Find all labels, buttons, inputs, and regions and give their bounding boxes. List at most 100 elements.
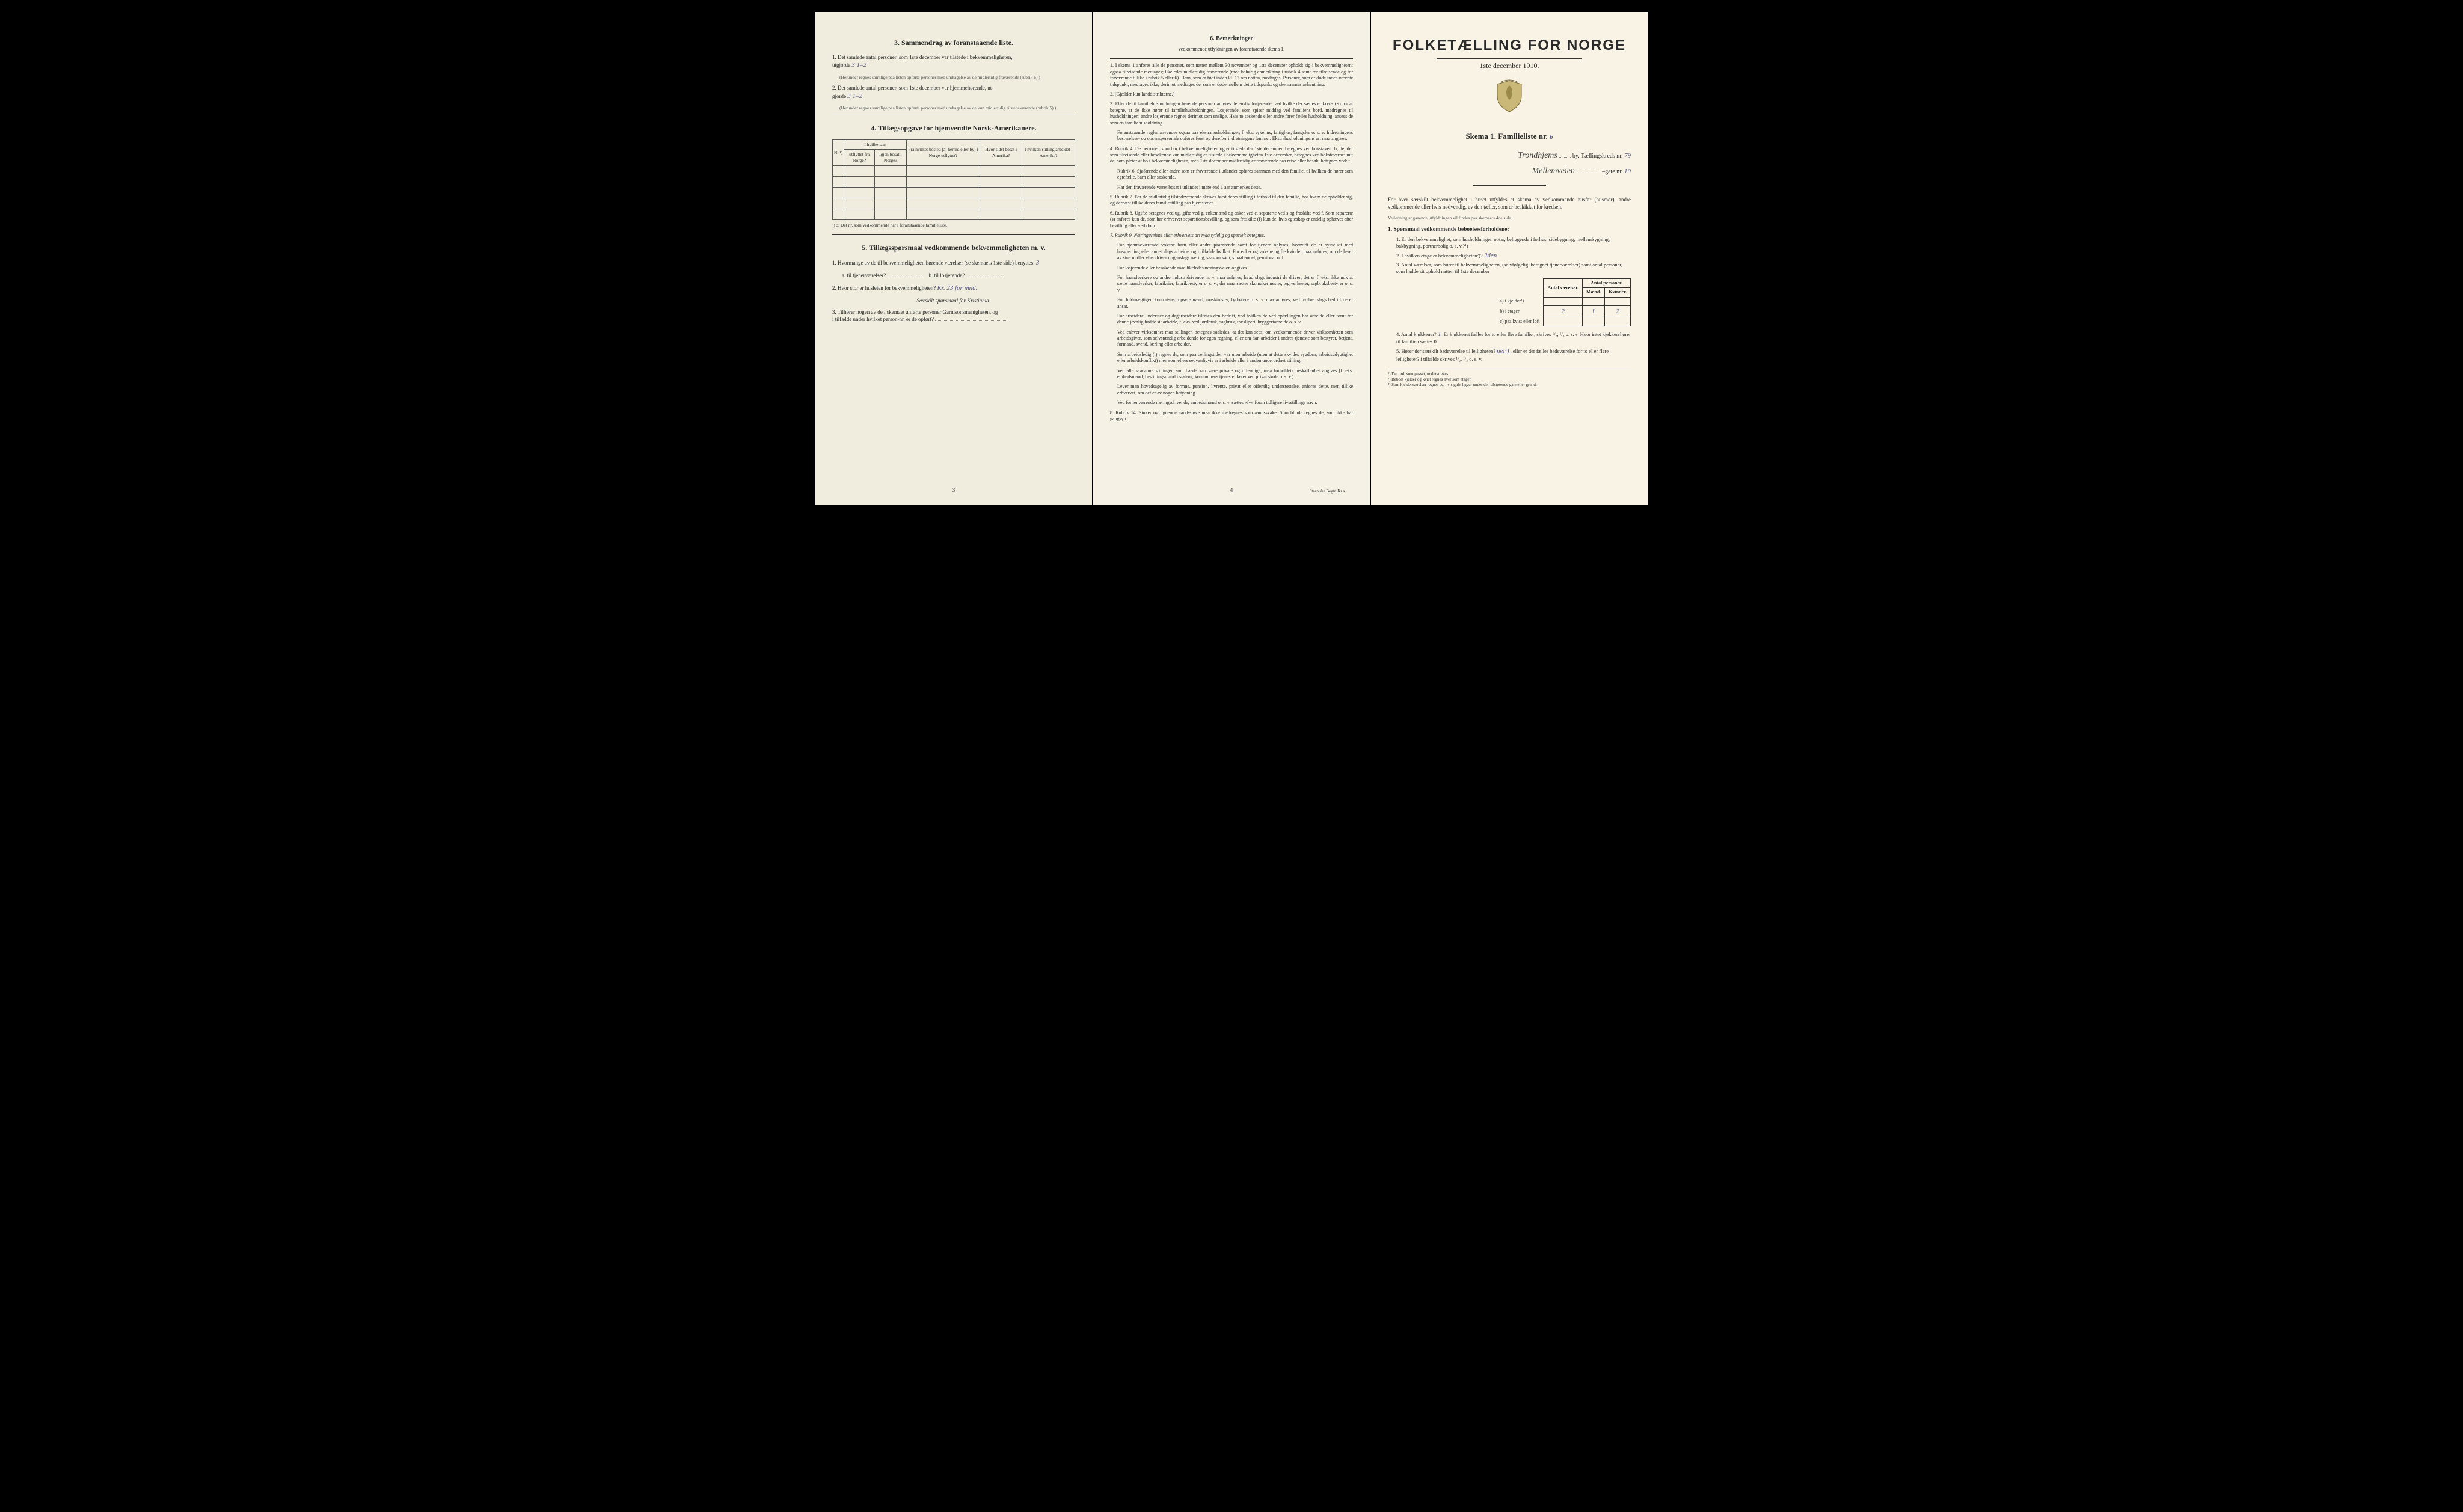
- th-back: Igjen bosat i Norge?: [875, 150, 906, 166]
- s4-footnote: ¹) ɔ: Det nr. som vedkommende har i fora…: [832, 222, 1075, 228]
- section-3-title: 3. Sammendrag av foranstaaende liste.: [832, 38, 1075, 48]
- s3-item1-hand: 3 1–2: [851, 61, 866, 69]
- s3-item1: 1. Det samlede antal personer, som 1ste …: [832, 54, 1075, 70]
- page-3: 3. Sammendrag av foranstaaende liste. 1.…: [815, 12, 1092, 505]
- s3-item2b: gjorde: [832, 93, 846, 99]
- table-amerikanere: Nr.¹) I hvilket aar Fra hvilket bosted (…: [832, 139, 1075, 220]
- skema-hand: 6: [1550, 133, 1553, 141]
- s5-q2-text: 2. Hvor stor er husleien for bekvemmelig…: [832, 285, 936, 291]
- th-work: I hvilken stilling arbeidet i Amerika?: [1022, 139, 1075, 165]
- q1-5-hand: nei¹): [1497, 347, 1509, 355]
- s3-item2-hand: 3 1–2: [847, 93, 862, 100]
- s5-q1ab: a. til tjenerværelser? b. til losjerende…: [842, 272, 1075, 280]
- rem-4b: Rubrik 6. Sjøfarende eller andre som er …: [1117, 168, 1353, 181]
- row-b-m: 1: [1583, 306, 1605, 317]
- q1-1: 1. Er den bekvemmelighet, som husholdnin…: [1396, 236, 1631, 249]
- rem-7f: For arbeidere, inderster og dagarbeidere…: [1117, 313, 1353, 326]
- rem-7i: Ved alle saadanne stillinger, som baade …: [1117, 368, 1353, 381]
- s3-item1-text: 1. Det samlede antal personer, som 1ste …: [832, 54, 1013, 60]
- rem-3a: 3. Efter de til familiehusholdningen hør…: [1110, 101, 1353, 126]
- row-a-label: a) i kjelder³): [1496, 297, 1544, 305]
- rem-7k: Ved forhenværende næringsdrivende, embed…: [1117, 400, 1353, 406]
- section-4-title: 4. Tillægsopgave for hjemvendte Norsk-Am…: [832, 124, 1075, 133]
- s5-q2-hand: Kr. 23 for mnd.: [937, 284, 977, 292]
- section-6-subtitle: vedkommende utfyldningen av foranstaaend…: [1110, 46, 1353, 52]
- intro-sub: Veiledning angaaende utfyldningen vil fi…: [1388, 215, 1631, 221]
- th-k: Kvinder.: [1605, 288, 1631, 297]
- page-title: FOLKETÆLLING FOR NORGE 1ste december 191…: [1371, 12, 1648, 505]
- s5-q1a: a. til tjenerværelser?: [842, 272, 886, 278]
- row-b-label: b) i etager: [1496, 306, 1544, 317]
- rem-7b: For hjemmeværende voksne barn eller andr…: [1117, 242, 1353, 261]
- th-m: Mænd.: [1583, 288, 1605, 297]
- bottom-notes: ¹) Det ord, som passer, understrekes. ²)…: [1388, 369, 1631, 388]
- row-b-k: 2: [1605, 306, 1631, 317]
- coat-of-arms-icon: [1388, 79, 1631, 121]
- page-num-4: 4: [1230, 487, 1233, 494]
- row-b-rooms: 2: [1544, 306, 1583, 317]
- th-where: Fra hvilket bosted (ɔ: herred eller by) …: [906, 139, 980, 165]
- rem-7g: Ved enhver virksomhet maa stillingen bet…: [1117, 329, 1353, 348]
- gate-nr-hand: 10: [1624, 168, 1631, 175]
- s5-q1b: b. til losjerende?: [928, 272, 965, 278]
- page-num-3: 3: [952, 487, 955, 494]
- s5-q3-text: 3. Tilhører nogen av de i skemaet anført…: [832, 309, 998, 315]
- rem-7c: For losjerende eller besøkende maa likel…: [1117, 265, 1353, 271]
- q1-2: 2. I hvilken etage er bekvemmeligheten²)…: [1396, 251, 1631, 260]
- main-title: FOLKETÆLLING FOR NORGE: [1388, 36, 1631, 55]
- s5-q2: 2. Hvor stor er husleien for bekvemmelig…: [832, 284, 1075, 292]
- section-6-title: 6. Bemerkninger: [1110, 35, 1353, 43]
- s3-item1b: utgjorde: [832, 62, 850, 68]
- s5-q1: 1. Hvormange av de til bekvemmeligheten …: [832, 259, 1075, 267]
- th-when: I hvilket aar: [844, 139, 906, 150]
- rem-7a: 7. Rubrik 9. Næringsveiens eller erhverv…: [1110, 233, 1353, 239]
- kreds-hand: 79: [1624, 152, 1631, 159]
- gate-label: –gate nr.: [1602, 168, 1622, 175]
- q1-4-text: 4. Antal kjøkkener?: [1396, 331, 1437, 337]
- s5-q3b: i tilfælde under hvilket person-nr. er d…: [832, 316, 934, 322]
- note-2: ²) Beboet kjelder og kvist regnes hver s…: [1388, 377, 1631, 382]
- rooms-table: Antal værelser. Antal personer. Mænd. Kv…: [1496, 278, 1631, 326]
- rem-3b: Foranstaaende regler anvendes ogsaa paa …: [1117, 130, 1353, 142]
- by-line: Trondhjems by. Tællingskreds nr. 79: [1388, 150, 1631, 161]
- q1-5-text: 5. Hører der særskilt badeværelse til le…: [1396, 348, 1495, 354]
- intro-text: For hver særskilt bekvemmelighet i huset…: [1388, 197, 1631, 210]
- skema-line: Skema 1. Familieliste nr. 6: [1388, 132, 1631, 142]
- th-out: utflyttet fra Norge?: [844, 150, 875, 166]
- section-5-title: 5. Tillægsspørsmaal vedkommende bekvemme…: [832, 243, 1075, 253]
- s5-q3: 3. Tilhører nogen av de i skemaet anført…: [832, 309, 1075, 323]
- census-date: 1ste december 1910.: [1388, 61, 1631, 71]
- q1-2-text: 2. I hvilken etage er bekvemmeligheten²)…: [1396, 253, 1483, 259]
- s3-item2-fine: (Herunder regnes samtlige paa listen opf…: [839, 105, 1075, 111]
- note-3: ³) Som kjelderværelser regnes de, hvis g…: [1388, 382, 1631, 388]
- printer-credit: Steen'ske Bogtr. Kr.a.: [1309, 489, 1346, 494]
- q1-4-hand: 1: [1438, 331, 1441, 338]
- q1-heading: 1. Spørsmaal vedkommende beboelsesforhol…: [1388, 226, 1631, 233]
- rem-6: 6. Rubrik 8. Ugifte betegnes ved ug, gif…: [1110, 210, 1353, 229]
- note-1: ¹) Det ord, som passer, understrekes.: [1388, 372, 1631, 377]
- q1-2-hand: 2den: [1484, 252, 1497, 259]
- q1-5: 5. Hører der særskilt badeværelse til le…: [1396, 347, 1631, 362]
- document-spread: 3. Sammendrag av foranstaaende liste. 1.…: [815, 12, 1648, 505]
- s3-item1-fine: (Herunder regnes samtlige paa listen opf…: [839, 75, 1075, 81]
- rem-7j: Lever man hovedsagelig av formue, pensio…: [1117, 384, 1353, 396]
- rem-4c: Har den fraværende været bosat i utlande…: [1117, 185, 1353, 191]
- gate-street-hand: Mellemveien: [1532, 167, 1575, 176]
- th-nr: Nr.¹): [833, 139, 844, 165]
- rem-4a: 4. Rubrik 4. De personer, som bor i bekv…: [1110, 146, 1353, 165]
- th-persons: Antal personer.: [1583, 279, 1631, 288]
- by-hand: Trondhjems: [1518, 151, 1557, 160]
- th-since: Hvor sidst bosat i Amerika?: [980, 139, 1022, 165]
- row-c-label: c) paa kvist eller loft: [1496, 317, 1544, 326]
- s5-q2-sub: Særskilt spørsmaal for Kristiania:: [832, 298, 1075, 305]
- q1-4: 4. Antal kjøkkener? 1 Er kjøkkenet fælle…: [1396, 330, 1631, 345]
- s3-item2-text: 2. Det samlede antal personer, som 1ste …: [832, 85, 993, 91]
- th-rooms: Antal værelser.: [1544, 279, 1583, 298]
- rem-7d: For haandverkere og andre industridriven…: [1117, 275, 1353, 293]
- s5-q1-text: 1. Hvormange av de til bekvemmeligheten …: [832, 260, 1035, 266]
- s5-q1-hand: 3: [1036, 259, 1040, 266]
- rem-1: 1. I skema 1 anføres alle de personer, s…: [1110, 63, 1353, 88]
- skema-label: Skema 1. Familieliste nr.: [1465, 132, 1547, 141]
- s3-item2: 2. Det samlede antal personer, som 1ste …: [832, 85, 1075, 100]
- rem-8: 8. Rubrik 14. Sinker og lignende aandssl…: [1110, 410, 1353, 423]
